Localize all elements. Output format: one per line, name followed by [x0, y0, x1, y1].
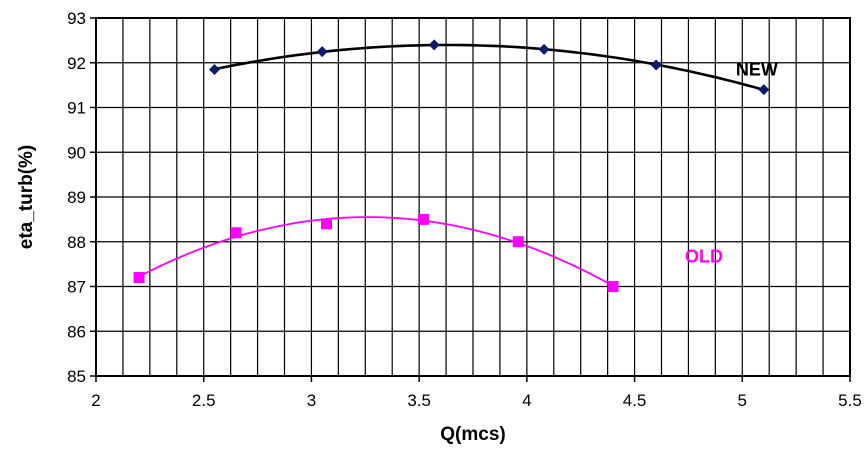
- x-tick-label: 2: [91, 391, 100, 410]
- data-point-old: [512, 236, 524, 248]
- x-tick-label: 5.5: [838, 391, 862, 410]
- x-tick-label: 3.5: [407, 391, 431, 410]
- data-point-new: [538, 43, 550, 55]
- x-tick-label: 4: [522, 391, 531, 410]
- y-tick-label: 86: [67, 322, 86, 341]
- series-line-old: [138, 216, 614, 287]
- grid: [96, 17, 850, 377]
- data-point-old: [321, 218, 333, 230]
- y-tick-label: 88: [67, 233, 86, 252]
- x-axis-ticks: 2 2.5 3 3.5 4 4.5 5 5.5: [91, 376, 862, 410]
- data-point-old: [133, 272, 145, 284]
- x-tick-label: 5: [738, 391, 747, 410]
- series-label-old: OLD: [685, 247, 723, 267]
- x-axis-title: Q(mcs): [440, 424, 505, 445]
- y-tick-label: 92: [67, 54, 86, 73]
- y-tick-label: 91: [67, 99, 86, 118]
- data-point-old: [417, 213, 429, 225]
- data-point-new: [428, 39, 440, 51]
- data-point-old: [230, 227, 242, 239]
- y-tick-label: 90: [67, 143, 86, 162]
- y-tick-label: 89: [67, 188, 86, 207]
- y-axis-ticks: 85 86 87 88 89 90 91 92 93: [67, 9, 96, 386]
- y-tick-label: 85: [67, 367, 86, 386]
- series-new: NEW: [208, 39, 778, 96]
- series-old: OLD: [133, 213, 723, 292]
- data-point-new: [758, 84, 770, 96]
- data-point-new: [316, 46, 328, 58]
- data-point-new: [650, 59, 662, 71]
- x-tick-label: 2.5: [192, 391, 216, 410]
- data-point-new: [208, 63, 220, 75]
- x-tick-label: 4.5: [623, 391, 647, 410]
- y-tick-label: 93: [67, 9, 86, 28]
- series-line-new: [214, 43, 765, 92]
- series: NEW OLD: [133, 39, 778, 292]
- data-point-old: [607, 281, 619, 292]
- series-label-new: NEW: [736, 60, 778, 80]
- y-axis-title: eta_turb(%): [16, 145, 37, 250]
- y-tick-label: 87: [67, 278, 86, 297]
- x-tick-label: 3: [307, 391, 316, 410]
